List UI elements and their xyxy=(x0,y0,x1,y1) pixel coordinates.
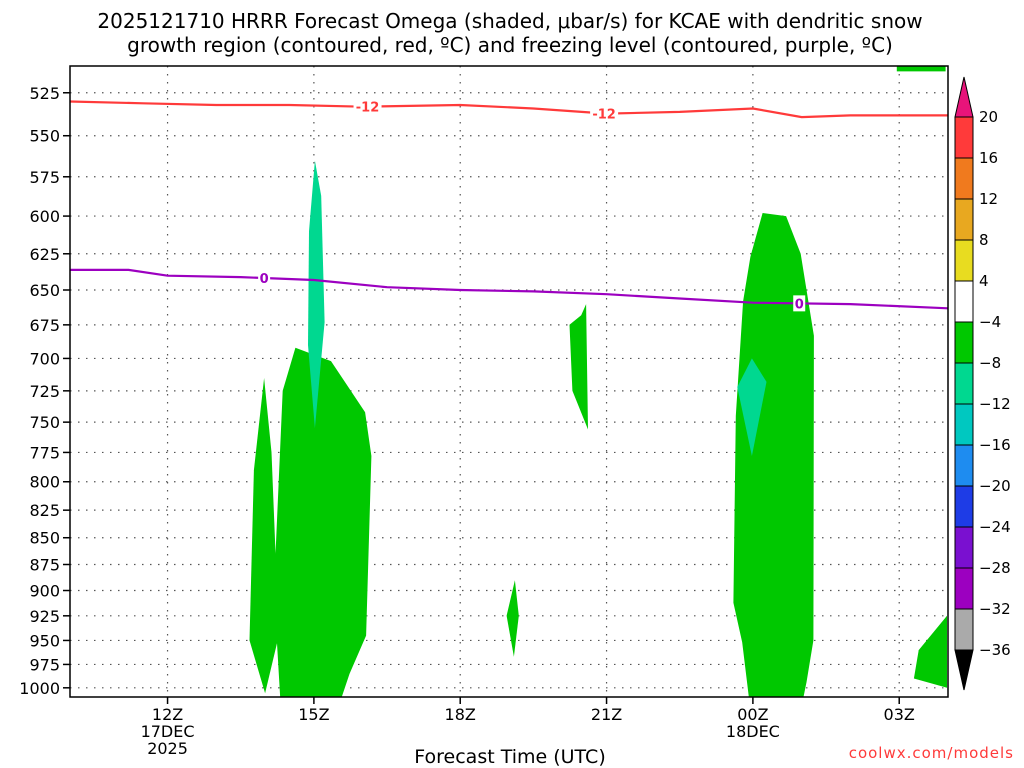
omega-shading-layer xyxy=(249,66,947,697)
colorbar-box xyxy=(954,157,974,200)
colorbar-box xyxy=(954,198,974,241)
colorbar-level-label: 16 xyxy=(979,149,998,167)
colorbar-level-label: −4 xyxy=(979,313,1001,331)
y-tick-label: 550 xyxy=(29,127,60,146)
colorbar-level-label: −32 xyxy=(979,600,1011,618)
x-tick-year: 2025 xyxy=(147,739,188,758)
y-tick-label: 875 xyxy=(29,555,60,574)
colorbar-box xyxy=(954,280,974,323)
x-tick-label: 12Z xyxy=(152,705,183,724)
contour-line xyxy=(70,100,948,119)
x-tick-label: 18Z xyxy=(445,705,476,724)
omega-region xyxy=(737,358,767,456)
y-tick-label: 825 xyxy=(29,501,60,520)
y-tick-label: 625 xyxy=(29,245,60,264)
contour-line xyxy=(70,268,948,310)
colorbar-level-label: −28 xyxy=(979,559,1011,577)
contour-label-bg xyxy=(590,105,619,122)
contour-label: -12 xyxy=(356,101,380,116)
colorbar-box xyxy=(954,485,974,528)
colorbar-level-label: 20 xyxy=(979,108,998,126)
chart-title-line2: growth region (contoured, red, ºC) and f… xyxy=(127,33,893,57)
colorbar-bottom-arrow xyxy=(954,649,974,691)
y-tick-label: 525 xyxy=(29,84,60,103)
omega-region xyxy=(569,304,588,430)
y-tick-label: 675 xyxy=(29,316,60,335)
omega-region xyxy=(896,66,946,72)
colorbar-box xyxy=(954,608,974,651)
x-tick-label: 03Z xyxy=(884,705,915,724)
contour-label-bg xyxy=(353,98,382,115)
contour-label-bg xyxy=(793,295,806,312)
credit-text: coolwx.com/models xyxy=(849,744,1014,762)
colorbar-level-label: 8 xyxy=(979,231,989,249)
colorbar-box xyxy=(954,116,974,159)
colorbar-level-label: −16 xyxy=(979,436,1011,454)
colorbar-level-label: 4 xyxy=(979,272,989,290)
y-tick-label: 725 xyxy=(29,382,60,401)
plot-frame xyxy=(69,65,949,698)
colorbar-box xyxy=(954,403,974,446)
colorbar-top-arrow xyxy=(954,76,974,118)
omega-region xyxy=(913,615,947,688)
colorbar: 20 16 12 8 4 −4 −8 −12 −16 −20 −24 −28 −32 −36 xyxy=(954,76,1011,691)
y-tick-label: 575 xyxy=(29,168,60,187)
contour-label-bg xyxy=(258,270,271,287)
y-tick-label: 975 xyxy=(29,655,60,674)
y-tick-label: 775 xyxy=(29,443,60,462)
x-tick-label: 21Z xyxy=(591,705,622,724)
colorbar-box xyxy=(954,321,974,364)
x-axis-label: Forecast Time (UTC) xyxy=(414,746,605,768)
colorbar-box xyxy=(954,239,974,282)
x-tick-label: 15Z xyxy=(298,705,329,724)
omega-region xyxy=(506,580,519,657)
y-axis: 525 550 575 600 625 650 675 700 725 750 775 800 825 8… xyxy=(19,84,70,698)
y-tick-label: 650 xyxy=(29,281,60,300)
contour-label: -12 xyxy=(592,107,616,122)
colorbar-box xyxy=(954,444,974,487)
x-tick-date: 17DEC xyxy=(141,722,195,741)
contour-label: 0 xyxy=(795,297,804,312)
y-tick-label: 900 xyxy=(29,582,60,601)
colorbar-box xyxy=(954,362,974,405)
colorbar-level-label: −36 xyxy=(979,641,1011,659)
omega-region xyxy=(733,213,814,697)
colorbar-level-label: −24 xyxy=(979,518,1011,536)
y-tick-label: 800 xyxy=(29,473,60,492)
colorbar-box xyxy=(954,567,974,610)
y-tick-label: 950 xyxy=(29,631,60,650)
colorbar-box xyxy=(954,526,974,569)
x-tick-date: 18DEC xyxy=(726,722,780,741)
y-tick-label: 925 xyxy=(29,607,60,626)
omega-region xyxy=(308,160,325,429)
omega-region xyxy=(249,378,279,694)
y-tick-label: 850 xyxy=(29,529,60,548)
y-tick-label: 1000 xyxy=(19,679,60,698)
y-tick-label: 700 xyxy=(29,349,60,368)
colorbar-level-label: −20 xyxy=(979,477,1011,495)
colorbar-level-label: 12 xyxy=(979,190,998,208)
chart-title-line1: 2025121710 HRRR Forecast Omega (shaded, … xyxy=(97,9,922,33)
grid-layer xyxy=(70,66,948,697)
y-tick-label: 750 xyxy=(29,413,60,432)
contour-layer: -12 -12 0 0 xyxy=(70,98,948,312)
colorbar-level-label: −12 xyxy=(979,395,1011,413)
omega-region xyxy=(273,347,372,697)
y-tick-label: 600 xyxy=(29,207,60,226)
colorbar-level-label: −8 xyxy=(979,354,1001,372)
contour-label: 0 xyxy=(260,272,269,287)
x-tick-label: 00Z xyxy=(737,705,768,724)
